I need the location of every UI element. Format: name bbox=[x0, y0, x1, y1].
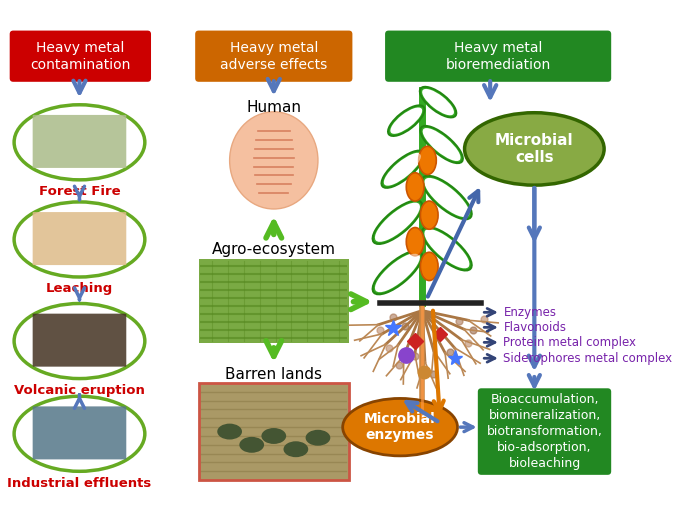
Ellipse shape bbox=[342, 399, 458, 456]
FancyBboxPatch shape bbox=[33, 314, 126, 367]
Ellipse shape bbox=[229, 112, 318, 209]
Ellipse shape bbox=[425, 178, 469, 217]
Ellipse shape bbox=[284, 441, 308, 457]
Ellipse shape bbox=[421, 201, 438, 229]
Ellipse shape bbox=[422, 89, 454, 115]
Ellipse shape bbox=[425, 230, 469, 268]
FancyBboxPatch shape bbox=[33, 212, 126, 265]
Ellipse shape bbox=[423, 128, 460, 161]
Ellipse shape bbox=[373, 201, 422, 244]
Text: Microbial
cells: Microbial cells bbox=[495, 133, 573, 165]
Ellipse shape bbox=[464, 113, 604, 185]
Ellipse shape bbox=[14, 304, 145, 379]
Ellipse shape bbox=[422, 227, 472, 270]
Ellipse shape bbox=[384, 154, 421, 185]
Ellipse shape bbox=[382, 151, 424, 188]
Ellipse shape bbox=[425, 229, 469, 268]
Ellipse shape bbox=[423, 90, 453, 115]
Ellipse shape bbox=[406, 173, 424, 201]
Ellipse shape bbox=[217, 424, 242, 440]
Ellipse shape bbox=[422, 176, 472, 219]
Ellipse shape bbox=[375, 253, 420, 292]
Ellipse shape bbox=[406, 228, 424, 256]
Ellipse shape bbox=[420, 87, 456, 117]
Ellipse shape bbox=[14, 202, 145, 277]
Ellipse shape bbox=[423, 129, 460, 160]
Text: Protein metal complex: Protein metal complex bbox=[503, 336, 636, 349]
Ellipse shape bbox=[375, 254, 419, 291]
FancyBboxPatch shape bbox=[33, 406, 126, 460]
FancyBboxPatch shape bbox=[478, 388, 611, 475]
Ellipse shape bbox=[421, 252, 438, 280]
Text: Microbial
enzymes: Microbial enzymes bbox=[364, 412, 436, 442]
Ellipse shape bbox=[390, 107, 422, 134]
Ellipse shape bbox=[373, 251, 422, 294]
Text: Forest Fire: Forest Fire bbox=[38, 185, 121, 198]
Ellipse shape bbox=[262, 428, 286, 444]
Ellipse shape bbox=[14, 105, 145, 180]
Text: Siderophores metal complex: Siderophores metal complex bbox=[503, 352, 673, 365]
FancyBboxPatch shape bbox=[385, 31, 611, 82]
FancyBboxPatch shape bbox=[195, 31, 352, 82]
Ellipse shape bbox=[388, 105, 425, 136]
Text: Industrial effluents: Industrial effluents bbox=[8, 477, 151, 490]
Text: Leaching: Leaching bbox=[46, 282, 113, 295]
Ellipse shape bbox=[419, 146, 436, 175]
Ellipse shape bbox=[425, 179, 469, 216]
Text: Volcanic eruption: Volcanic eruption bbox=[14, 384, 145, 397]
Text: Bioaccumulation,
biomineralization,
biotransformation,
bio-adsorption,
bioleachi: Bioaccumulation, biomineralization, biot… bbox=[486, 393, 602, 470]
FancyBboxPatch shape bbox=[199, 259, 349, 343]
Ellipse shape bbox=[375, 203, 419, 241]
Text: Enzymes: Enzymes bbox=[503, 306, 556, 319]
Text: Barren lands: Barren lands bbox=[225, 367, 322, 382]
Ellipse shape bbox=[14, 396, 145, 472]
Ellipse shape bbox=[375, 203, 420, 242]
Ellipse shape bbox=[306, 430, 330, 445]
Text: Heavy metal
contamination: Heavy metal contamination bbox=[30, 41, 131, 72]
Text: Human: Human bbox=[247, 101, 301, 115]
FancyBboxPatch shape bbox=[33, 115, 126, 168]
Text: Agro-ecosystem: Agro-ecosystem bbox=[212, 242, 336, 257]
Ellipse shape bbox=[239, 437, 264, 453]
Ellipse shape bbox=[384, 153, 422, 185]
Text: Heavy metal
adverse effects: Heavy metal adverse effects bbox=[220, 41, 327, 72]
FancyBboxPatch shape bbox=[10, 31, 151, 82]
Ellipse shape bbox=[421, 126, 463, 163]
FancyBboxPatch shape bbox=[199, 383, 349, 480]
Ellipse shape bbox=[391, 108, 421, 133]
Text: Heavy metal
bioremediation: Heavy metal bioremediation bbox=[445, 41, 551, 72]
Text: Flavonoids: Flavonoids bbox=[503, 321, 566, 334]
